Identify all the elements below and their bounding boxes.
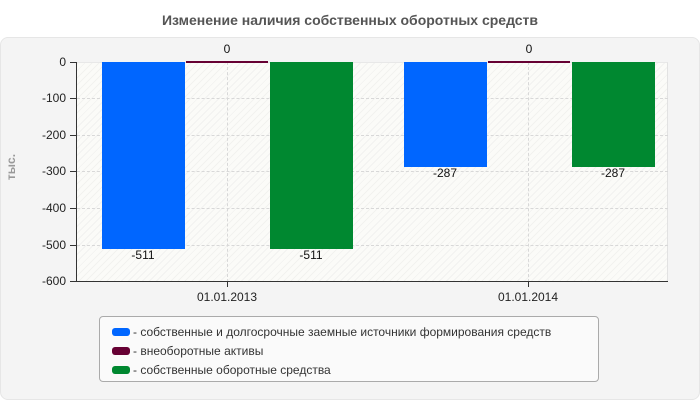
- y-axis-line: [76, 62, 77, 282]
- legend-label: - собственные и долгосрочные заемные ист…: [133, 324, 552, 339]
- value-label: 0: [223, 42, 231, 56]
- y-tick-label: -300: [41, 164, 66, 178]
- legend-swatch-icon: [112, 327, 130, 336]
- y-tick-label: -600: [41, 274, 66, 288]
- gridline: [77, 135, 668, 136]
- x-tick: [227, 282, 228, 287]
- bar-sources-2013: [102, 62, 185, 249]
- legend-item-sources: - собственные и долгосрочные заемные ист…: [112, 322, 598, 341]
- legend-label: - собственные оборотные средства: [133, 362, 331, 377]
- gridline: [77, 171, 668, 172]
- y-tick-label: -100: [41, 91, 66, 105]
- y-tick: [70, 98, 76, 99]
- value-label: 0: [525, 42, 533, 56]
- value-label: -287: [432, 166, 458, 180]
- y-tick-label: -500: [41, 238, 66, 252]
- bar-noncurrent-2013: [186, 61, 268, 63]
- vgridline: [528, 62, 529, 282]
- legend: - собственные и долгосрочные заемные ист…: [99, 316, 599, 382]
- x-tick-label: 01.01.2014: [497, 290, 559, 304]
- y-tick: [70, 62, 76, 63]
- bar-working-capital-2013: [270, 62, 353, 249]
- x-tick: [528, 282, 529, 287]
- legend-item-noncurrent-assets: - внеоборотные активы: [112, 341, 598, 360]
- value-label: -511: [131, 248, 155, 262]
- bar-sources-2014: [404, 62, 487, 167]
- legend-swatch-icon: [112, 365, 130, 374]
- y-tick: [70, 281, 76, 282]
- legend-swatch-icon: [112, 346, 130, 355]
- gridline: [77, 208, 668, 209]
- x-tick-label: 01.01.2013: [196, 290, 258, 304]
- y-tick-label: -200: [41, 128, 66, 142]
- bar-working-capital-2014: [572, 62, 655, 167]
- x-axis-line: [76, 281, 668, 282]
- legend-label: - внеоборотные активы: [133, 343, 264, 358]
- vgridline: [227, 62, 228, 282]
- chart-title: Изменение наличия собственных оборотных …: [161, 12, 539, 28]
- y-tick: [70, 135, 76, 136]
- legend-item-working-capital: - собственные оборотные средства: [112, 360, 598, 379]
- y-tick-label: -400: [41, 201, 66, 215]
- value-label: -511: [299, 248, 323, 262]
- y-tick: [70, 245, 76, 246]
- y-tick-label: 0: [59, 55, 66, 69]
- y-tick: [70, 208, 76, 209]
- y-axis-title: тыс.: [4, 153, 19, 181]
- gridline: [77, 245, 668, 246]
- value-label: -287: [600, 166, 626, 180]
- bar-noncurrent-2014: [488, 61, 570, 63]
- y-tick: [70, 171, 76, 172]
- gridline: [77, 98, 668, 99]
